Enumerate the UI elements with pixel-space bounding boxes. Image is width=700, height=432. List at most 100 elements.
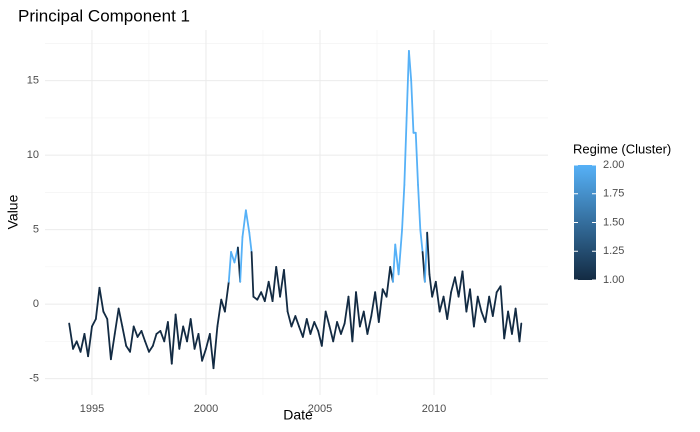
y-tick-label: 0 [33,298,39,310]
line-segment [503,310,509,340]
line-segment [313,321,320,332]
line-segment [102,310,109,320]
line-segment [351,291,357,343]
line-segment [405,49,410,119]
line-segment [428,273,434,298]
line-segment [514,307,521,343]
line-segment [140,330,146,343]
line-segment [431,280,437,298]
line-segment [450,276,456,294]
line-segment [113,307,120,335]
chart-title: Principal Component 1 [18,6,190,25]
x-axis-label: Date [283,407,313,423]
line-segment [385,265,392,298]
line-segment [98,286,105,313]
line-segment [72,340,78,350]
line-segment [324,310,331,328]
line-segment [438,295,445,313]
legend-title: Regime (Cluster) [573,141,671,156]
line-segment [518,322,523,343]
line-segment [414,131,419,186]
line-segment [275,265,281,298]
line-segment [457,270,464,298]
x-tick-label: 2005 [308,403,332,415]
line-segment [442,295,449,320]
line-segment [216,298,223,328]
line-segment [121,325,128,347]
legend-label: 2.00 [603,159,624,171]
line-segment [159,330,166,343]
legend-label: 1.75 [603,188,624,200]
y-tick-label: 5 [33,224,39,236]
line-segment [419,228,424,253]
line-segment [166,321,173,365]
line-segment [397,228,403,276]
line-segment [205,333,211,350]
line-segment [394,243,400,276]
line-segment [320,310,327,347]
line-segment [189,318,196,350]
line-segment [476,295,483,313]
line-segment [377,288,384,323]
line-segment [178,325,185,350]
line-segment [488,295,494,317]
line-segment [454,276,460,298]
legend: Regime (Cluster) 1.00 1.25 1.50 1.75 2.00 [573,141,671,285]
y-tick-label: 10 [27,149,39,161]
line-segment [197,333,204,362]
line-segment [227,251,232,283]
line-segment [106,318,112,361]
plot-lines [68,49,523,370]
legend-label: 1.25 [603,245,624,257]
line-segment [182,325,188,343]
legend-label: 1.50 [603,216,624,228]
line-segment [465,288,471,313]
line-segment [87,325,93,358]
line-segment [91,318,97,328]
x-tick-label: 2000 [194,403,218,415]
y-tick-label: 15 [27,75,39,87]
line-segment [305,318,312,335]
line-segment [358,310,365,328]
line-segment [241,209,247,238]
line-segment [239,236,244,283]
line-segment [340,322,346,335]
line-segment [392,243,397,283]
line-segment [186,318,192,343]
grid [45,30,548,395]
line-segment [144,340,150,353]
line-segment [129,325,135,353]
line-segment [499,285,506,340]
line-segment [336,321,342,335]
line-segment [208,333,215,370]
line-segment [248,231,253,253]
line-segment [491,291,498,317]
line-segment [117,307,124,328]
line-segment [244,209,251,234]
line-segment [461,270,468,313]
line-segment [403,116,408,186]
line-segment [298,325,304,338]
line-segment [374,291,380,323]
x-tick-label: 1995 [80,403,104,415]
line-segment [109,333,116,361]
line-segment [256,291,263,301]
line-segment [511,307,517,335]
line-segment [294,315,300,328]
line-segment [417,184,422,231]
line-segment [347,295,354,343]
line-segment [366,315,373,335]
line-segment [283,268,289,313]
line-segment [148,344,154,353]
line-segment [267,280,274,303]
line-segment [201,347,207,362]
line-segment [136,330,143,338]
line-segment [212,325,219,370]
line-segment [290,315,297,328]
line-segment [224,280,230,313]
line-segment [250,251,255,298]
line-segment [408,49,413,82]
line-segment [472,295,479,328]
legend-colorbar [574,165,596,280]
